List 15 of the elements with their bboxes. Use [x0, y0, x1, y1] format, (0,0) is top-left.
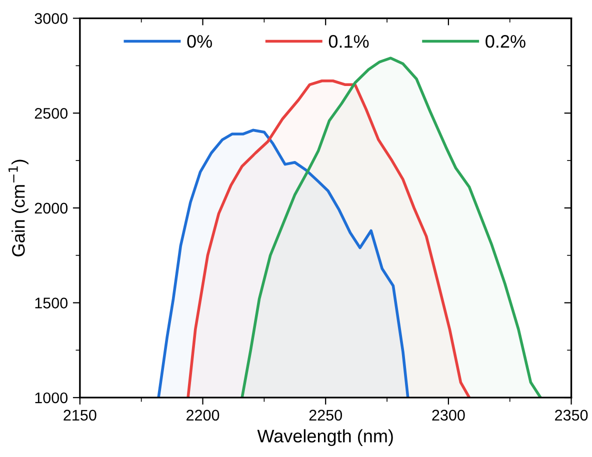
- x-axis-title: Wavelength (nm): [257, 429, 393, 446]
- y-tick-label: 1000: [35, 392, 68, 404]
- y-tick-label: 2000: [34, 202, 68, 214]
- y-tick-label: 1500: [35, 298, 68, 308]
- legend-label: 0.1%: [328, 35, 369, 48]
- y-tick-label: 3000: [34, 13, 68, 24]
- x-tick-label: 2350: [555, 410, 588, 421]
- legend-label: 0%: [187, 35, 212, 48]
- x-tick-label: 2150: [64, 410, 96, 421]
- x-tick-label: 2200: [186, 410, 220, 421]
- x-tick-label: 2250: [309, 410, 342, 421]
- y-tick-label: 2500: [34, 108, 68, 119]
- legend-label: 0.2%: [486, 35, 526, 48]
- x-tick-label: 2300: [432, 410, 465, 421]
- y-axis-title: Gain (cm$^{−1}$): [8, 160, 28, 256]
